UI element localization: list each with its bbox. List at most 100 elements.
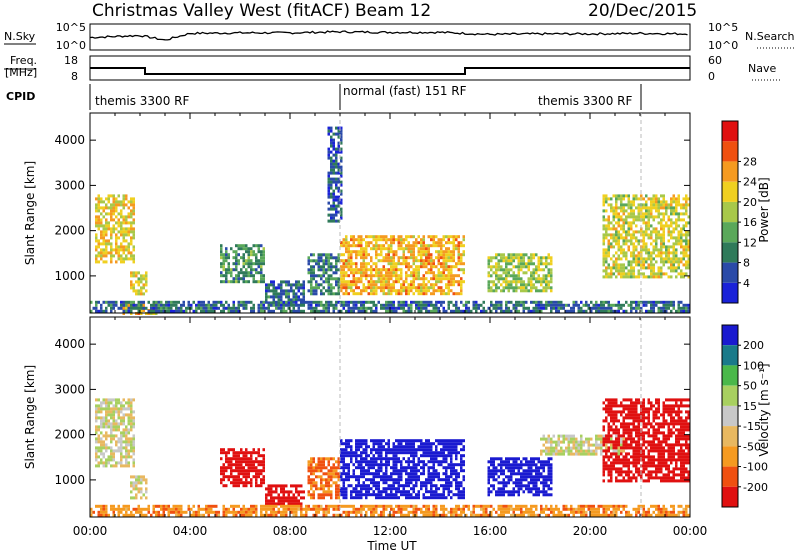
- power-cell: [662, 300, 665, 304]
- power-cell: [327, 156, 330, 160]
- power-cell: [617, 221, 620, 225]
- power-cell: [122, 260, 125, 264]
- power-cell: [645, 242, 648, 246]
- power-cell: [680, 239, 683, 243]
- velocity-cell: [430, 466, 433, 470]
- velocity-cell: [522, 472, 525, 476]
- power-cell: [677, 212, 680, 216]
- power-cell: [170, 300, 173, 304]
- power-cell: [342, 277, 345, 281]
- power-cell: [627, 303, 630, 307]
- velocity-cell: [290, 490, 293, 494]
- power-cell: [667, 230, 670, 234]
- velocity-cell: [330, 472, 333, 476]
- power-cell: [627, 206, 630, 210]
- power-cell: [672, 230, 675, 234]
- velocity-cell: [395, 493, 398, 497]
- power-cell: [607, 203, 610, 207]
- power-cell: [427, 309, 430, 313]
- power-cell: [242, 280, 245, 284]
- power-cell: [407, 268, 410, 272]
- power-cell: [435, 309, 438, 313]
- power-cell: [372, 235, 375, 239]
- y-tick-label: 3000: [54, 178, 85, 192]
- velocity-cell: [132, 416, 135, 420]
- power-cell: [422, 259, 425, 263]
- power-cell: [460, 309, 463, 313]
- velocity-cell: [350, 439, 353, 443]
- power-cell: [120, 254, 123, 258]
- power-cell: [112, 224, 115, 228]
- velocity-cell: [447, 493, 450, 497]
- power-cell: [320, 274, 323, 278]
- power-cell: [327, 129, 330, 133]
- power-cell: [642, 260, 645, 264]
- power-cell: [100, 309, 103, 313]
- power-cell: [355, 268, 358, 272]
- velocity-cell: [255, 481, 258, 485]
- velocity-cell: [127, 428, 130, 432]
- velocity-cell: [445, 478, 448, 482]
- velocity-cell: [542, 475, 545, 479]
- power-cell: [347, 286, 350, 290]
- power-cell: [425, 262, 428, 266]
- velocity-cell: [300, 496, 303, 500]
- power-cell: [647, 275, 650, 279]
- velocity-cell: [417, 457, 420, 461]
- power-cell: [517, 268, 520, 272]
- velocity-cell: [230, 466, 233, 470]
- power-cell: [387, 259, 390, 263]
- power-cell: [102, 200, 105, 204]
- velocity-cell: [395, 478, 398, 482]
- power-cell: [630, 212, 633, 216]
- power-cell: [110, 209, 113, 213]
- velocity-cell: [127, 464, 130, 468]
- velocity-cell: [372, 460, 375, 464]
- power-cell: [370, 271, 373, 275]
- velocity-cell: [352, 490, 355, 494]
- velocity-cell: [517, 469, 520, 473]
- power-cell: [607, 197, 610, 201]
- velocity-cell: [460, 442, 463, 446]
- velocity-cell: [385, 472, 388, 476]
- velocity-cell: [495, 490, 498, 494]
- power-cell: [287, 289, 290, 293]
- velocity-cell: [442, 466, 445, 470]
- power-cell: [412, 283, 415, 287]
- velocity-cell: [530, 475, 533, 479]
- power-cell: [140, 303, 143, 307]
- power-cell: [102, 239, 105, 243]
- power-cell: [320, 259, 323, 263]
- velocity-cell: [367, 487, 370, 491]
- power-cell: [660, 224, 663, 228]
- power-cell: [140, 274, 143, 278]
- velocity-cell: [240, 466, 243, 470]
- power-cell: [347, 303, 350, 307]
- velocity-cell: [567, 443, 570, 447]
- velocity-cell: [362, 442, 365, 446]
- power-cell: [317, 262, 320, 266]
- power-cell: [507, 259, 510, 263]
- power-cell: [637, 254, 640, 258]
- velocity-cell: [490, 457, 493, 461]
- power-cell: [362, 247, 365, 251]
- power-cell: [207, 303, 210, 307]
- power-cell: [635, 300, 638, 304]
- power-cell: [257, 262, 260, 266]
- power-cell: [140, 289, 143, 293]
- power-cell: [222, 306, 225, 310]
- velocity-cell: [417, 460, 420, 464]
- power-cell: [500, 283, 503, 287]
- velocity-cell: [452, 439, 455, 443]
- velocity-cell: [540, 490, 543, 494]
- velocity-cell: [230, 463, 233, 467]
- power-cell: [227, 253, 230, 257]
- power-cell: [302, 283, 305, 287]
- power-cell: [400, 271, 403, 275]
- velocity-cell: [390, 493, 393, 497]
- power-cell: [430, 271, 433, 275]
- power-cell: [380, 244, 383, 248]
- power-cell: [365, 268, 368, 272]
- power-cell: [130, 274, 133, 278]
- velocity-cell: [447, 448, 450, 452]
